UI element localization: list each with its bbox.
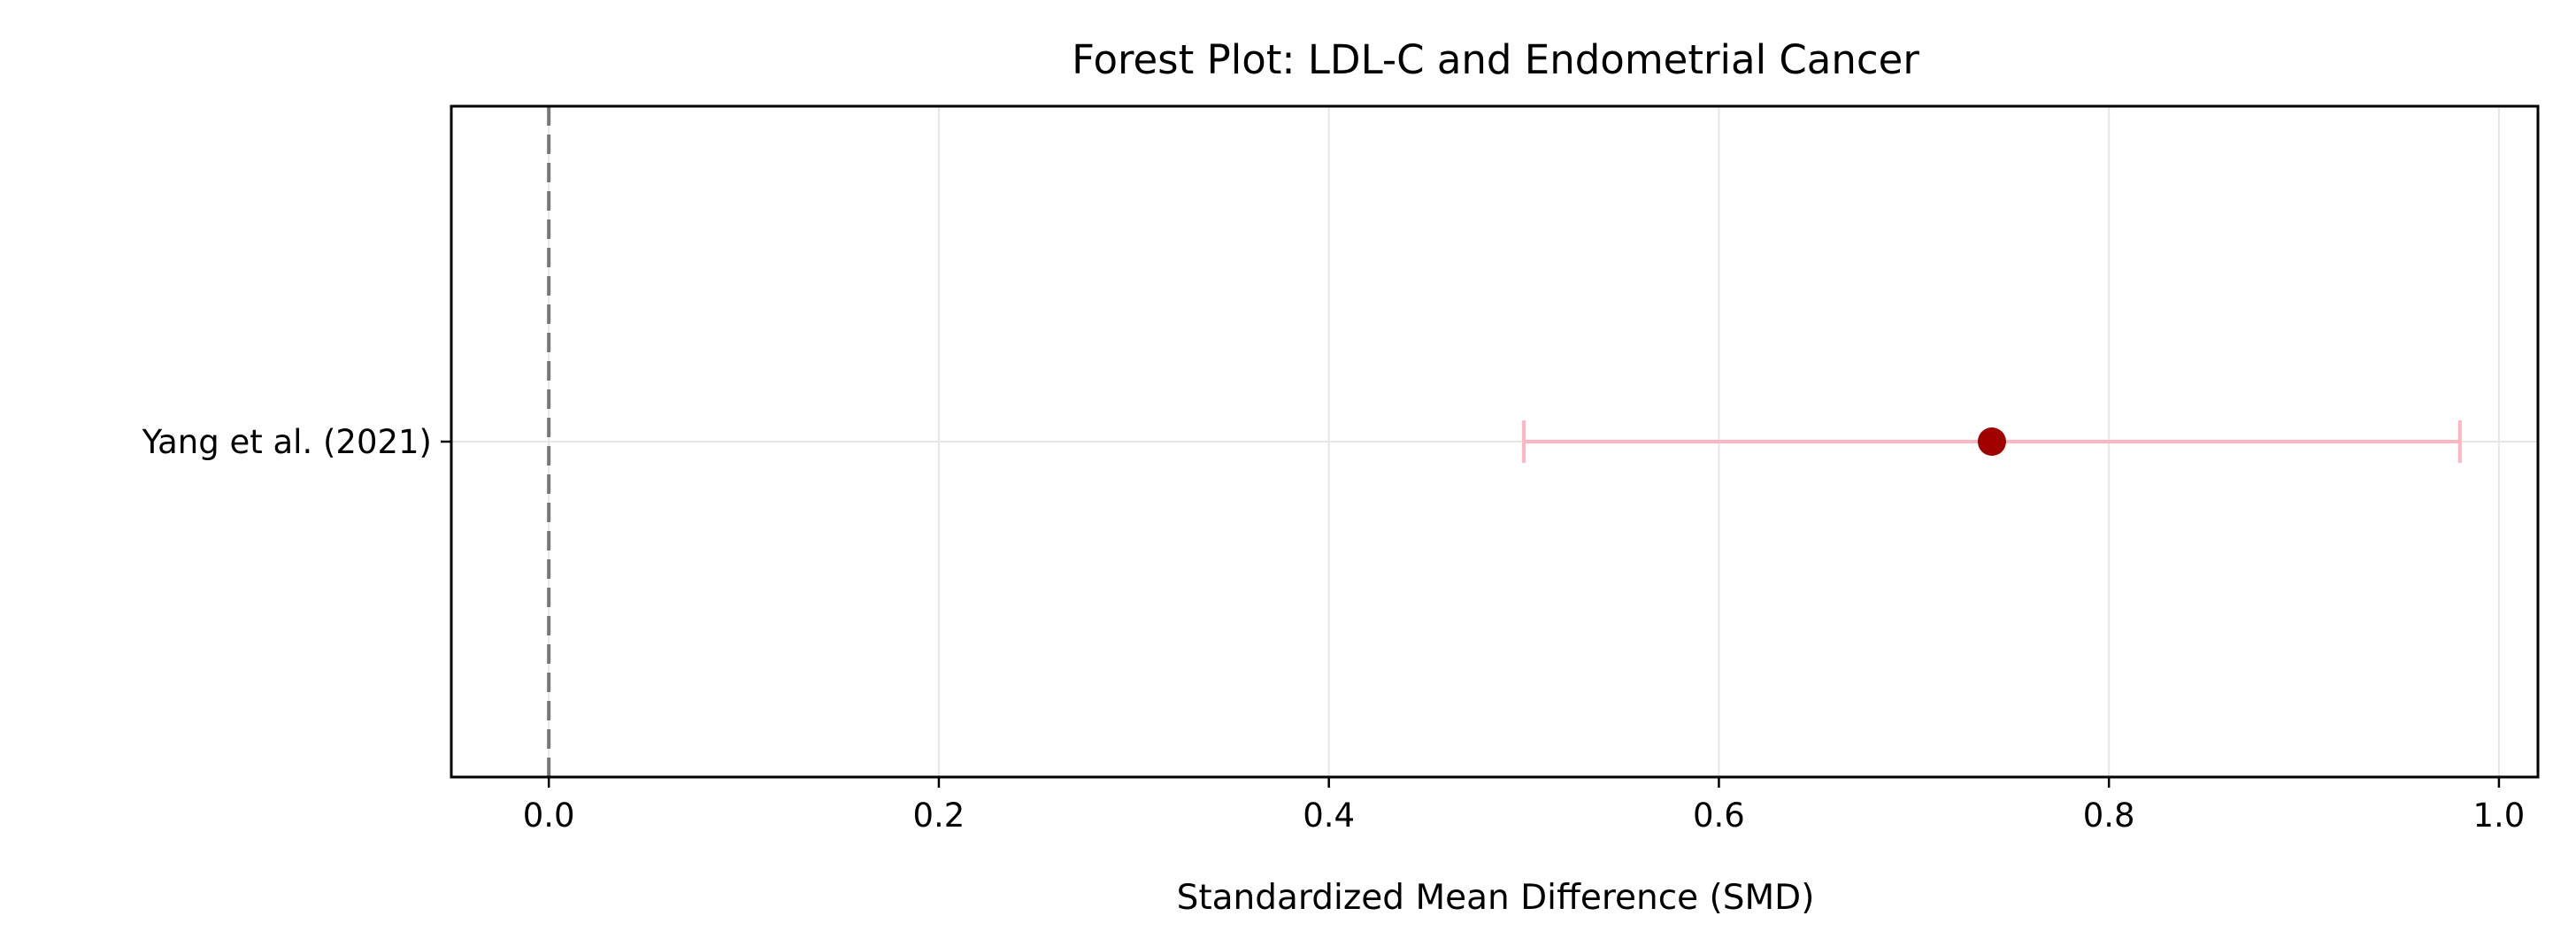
x-axis-title: Standardized Mean Difference (SMD) bbox=[1177, 878, 1815, 918]
point-estimate-marker bbox=[1977, 427, 2006, 456]
study-marks bbox=[1522, 420, 2462, 463]
x-tick-label: 0.2 bbox=[913, 797, 965, 835]
x-tick-label: 1.0 bbox=[2473, 797, 2526, 835]
x-tick-label: 0.6 bbox=[1693, 797, 1745, 835]
x-tick-label: 0.8 bbox=[2083, 797, 2135, 835]
y-axis-ticks: Yang et al. (2021) bbox=[142, 423, 451, 461]
x-tick-label: 0.4 bbox=[1303, 797, 1355, 835]
chart-title: Forest Plot: LDL-C and Endometrial Cance… bbox=[1072, 36, 1919, 83]
x-tick-label: 0.0 bbox=[523, 797, 575, 835]
study-label: Yang et al. (2021) bbox=[142, 423, 432, 461]
x-axis-ticks: 0.0 0.2 0.4 0.6 0.8 1.0 bbox=[523, 777, 2526, 835]
